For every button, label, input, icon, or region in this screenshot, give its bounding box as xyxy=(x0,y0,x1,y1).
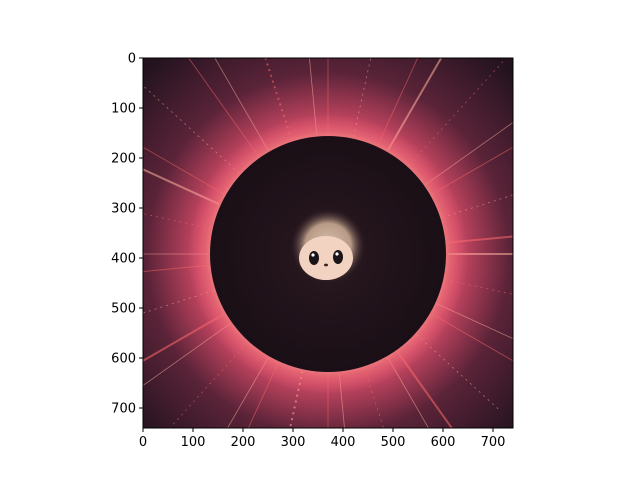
x-tick-label: 300 xyxy=(281,435,306,450)
x-axis: 0 100 200 300 400 500 600 700 xyxy=(139,428,506,450)
x-tick-label: 600 xyxy=(431,435,456,450)
y-tick-label: 200 xyxy=(111,152,136,167)
y-tick-label: 0 xyxy=(128,52,136,67)
y-tick-label: 500 xyxy=(111,302,136,317)
plush-face xyxy=(299,236,353,280)
left-eye xyxy=(309,251,319,265)
x-tick-label: 700 xyxy=(481,435,506,450)
x-tick-label: 200 xyxy=(231,435,256,450)
y-tick-label: 600 xyxy=(111,352,136,367)
nose xyxy=(324,264,328,267)
y-tick-label: 100 xyxy=(111,102,136,117)
right-eye-highlight xyxy=(335,252,338,255)
plush-character xyxy=(290,208,366,284)
y-axis: 0 100 200 300 400 500 600 700 xyxy=(111,52,143,417)
y-tick-label: 700 xyxy=(111,402,136,417)
left-eye-highlight xyxy=(311,253,314,256)
y-tick-label: 400 xyxy=(111,252,136,267)
x-tick-label: 500 xyxy=(381,435,406,450)
right-eye xyxy=(333,250,343,264)
x-tick-label: 400 xyxy=(331,435,356,450)
x-tick-label: 0 xyxy=(139,435,147,450)
y-tick-label: 300 xyxy=(111,202,136,217)
x-tick-label: 100 xyxy=(181,435,206,450)
